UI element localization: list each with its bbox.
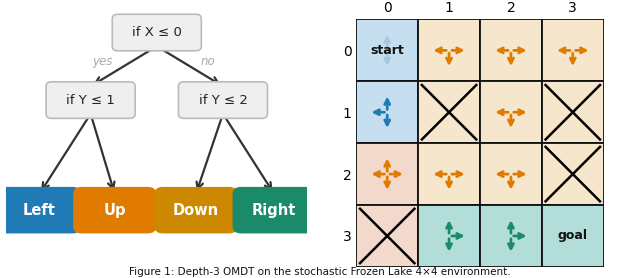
FancyBboxPatch shape: [46, 82, 135, 118]
Bar: [356, 19, 418, 81]
Bar: [542, 143, 604, 205]
Bar: [480, 143, 542, 205]
Text: Left: Left: [23, 203, 56, 218]
Text: no: no: [200, 55, 215, 68]
Text: if Y ≤ 2: if Y ≤ 2: [198, 94, 248, 106]
Text: yes: yes: [92, 55, 113, 68]
FancyBboxPatch shape: [73, 187, 156, 234]
Text: Up: Up: [104, 203, 126, 218]
Bar: [542, 205, 604, 267]
Bar: [418, 81, 480, 143]
Bar: [542, 19, 604, 81]
FancyBboxPatch shape: [154, 187, 237, 234]
Bar: [480, 81, 542, 143]
Bar: [418, 205, 480, 267]
FancyBboxPatch shape: [179, 82, 268, 118]
Bar: [356, 205, 418, 267]
Bar: [542, 81, 604, 143]
Bar: [480, 205, 542, 267]
Text: if X ≤ 0: if X ≤ 0: [132, 26, 182, 39]
Bar: [356, 81, 418, 143]
Bar: [418, 19, 480, 81]
FancyBboxPatch shape: [0, 187, 81, 234]
Text: Down: Down: [173, 203, 219, 218]
Text: Figure 1: Depth-3 OMDT on the stochastic Frozen Lake 4×4 environment.: Figure 1: Depth-3 OMDT on the stochastic…: [129, 267, 511, 277]
Bar: [356, 143, 418, 205]
Bar: [418, 143, 480, 205]
Text: goal: goal: [558, 229, 588, 242]
Text: Right: Right: [252, 203, 296, 218]
Text: if Y ≤ 1: if Y ≤ 1: [66, 94, 115, 106]
Bar: [480, 19, 542, 81]
FancyBboxPatch shape: [112, 14, 202, 51]
Text: start: start: [371, 44, 404, 57]
FancyBboxPatch shape: [232, 187, 316, 234]
